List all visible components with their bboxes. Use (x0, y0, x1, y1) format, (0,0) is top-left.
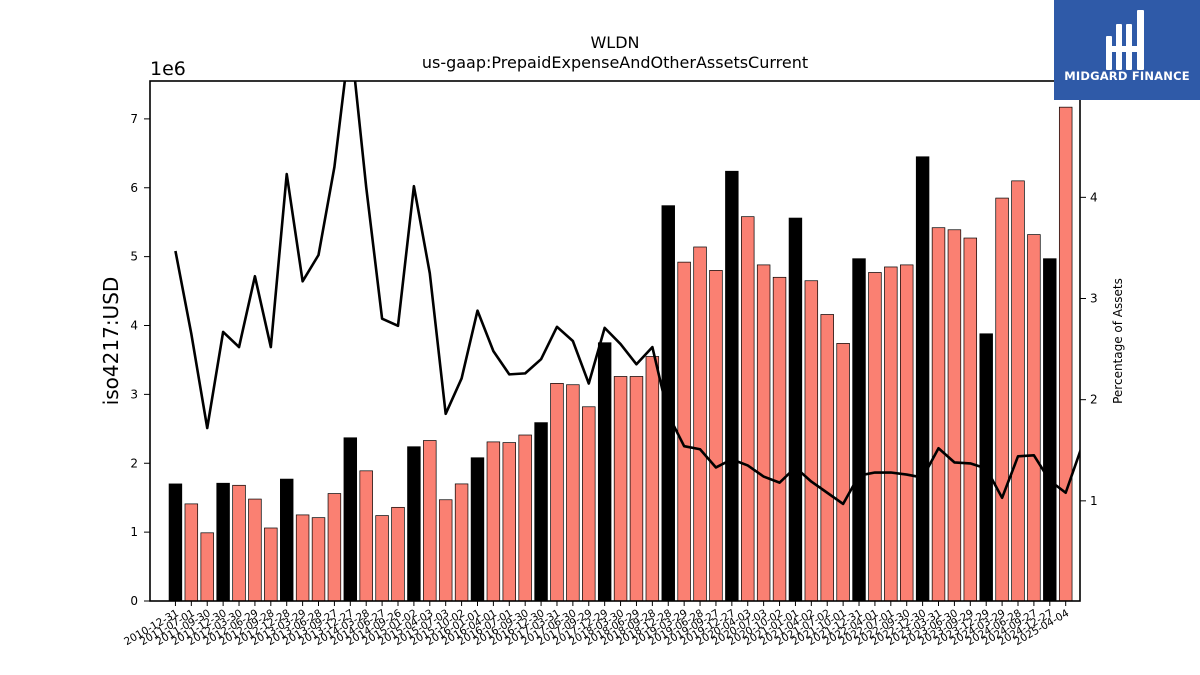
bar-2020-04-03 (741, 216, 755, 602)
bar-2019-09-27 (709, 270, 723, 602)
bar-2017-06-30 (566, 384, 580, 602)
bar-2018-06-29 (629, 376, 644, 602)
pct-line (174, 81, 1080, 506)
y-tick-label: 5 (130, 250, 138, 264)
bar-2017-09-29 (582, 406, 596, 602)
bar-2019-12-27 (725, 170, 739, 602)
y-tick-label: 3 (130, 387, 138, 401)
y-tick-label: 4 (130, 319, 138, 333)
bar-2019-03-29 (677, 261, 691, 602)
bar-2022-12-30 (915, 156, 930, 602)
bar-2015-04-03 (423, 440, 437, 602)
y-tick-label: 2 (130, 456, 138, 470)
bar-2014-06-27 (375, 515, 389, 602)
bar-2012-09-28 (264, 527, 278, 602)
bar-2016-01-01 (470, 457, 485, 602)
y-tick-label: 1 (130, 525, 138, 539)
plot-frame (149, 80, 1081, 602)
chart-title: WLDN (590, 33, 639, 52)
bar-2012-03-30 (232, 484, 246, 602)
bar-2024-12-27 (1043, 258, 1057, 602)
bar-2014-09-26 (391, 506, 405, 602)
logo-mark-icon (1106, 10, 1144, 70)
bar-2021-04-02 (804, 280, 819, 602)
y-tick-label: 6 (130, 181, 138, 195)
midgard-finance-logo: MIDGARD FINANCE (1054, 0, 1200, 100)
bar-2012-06-29 (248, 498, 262, 602)
bar-2022-07-01 (884, 266, 898, 602)
bar-2022-04-01 (868, 272, 882, 602)
y-axis-label: iso4217:USD (99, 277, 123, 406)
y-tick-label: 7 (130, 112, 138, 126)
bar-2021-01-01 (788, 217, 803, 602)
y-right-tick-label: 3 (1090, 292, 1098, 306)
bar-2020-10-02 (772, 276, 787, 602)
bar-2023-03-31 (931, 227, 946, 602)
bar-2013-09-27 (327, 493, 342, 602)
bar-2024-03-29 (995, 197, 1009, 602)
bar-2013-12-27 (343, 437, 358, 602)
bar-2019-06-28 (693, 246, 707, 602)
y-axis-right-label: Percentage of Assets (1111, 278, 1125, 404)
bar-2024-09-27 (1027, 234, 1041, 602)
bar-2015-07-03 (438, 499, 453, 602)
pct-of-assets-line (174, 81, 1080, 506)
bar-2014-03-28 (359, 470, 373, 602)
y-tick-label: 0 (130, 594, 138, 608)
bar-2012-12-28 (280, 478, 294, 602)
bar-2021-12-31 (852, 258, 866, 602)
bar-2011-12-30 (216, 482, 230, 602)
bar-2022-09-30 (900, 264, 914, 602)
logo-text: MIDGARD FINANCE (1064, 69, 1190, 83)
bar-2016-12-30 (534, 422, 548, 602)
bars (168, 106, 1073, 602)
bar-2023-06-30 (947, 229, 962, 602)
bar-2021-10-01 (836, 343, 850, 602)
bar-2013-06-28 (311, 517, 326, 602)
y-right-tick-label: 4 (1090, 190, 1098, 204)
bar-2017-03-31 (550, 383, 564, 602)
bar-2024-06-28 (1011, 180, 1025, 602)
y-right-tick-label: 1 (1090, 494, 1098, 508)
bar-2011-07-01 (184, 503, 199, 602)
bar-2017-12-29 (597, 342, 612, 602)
bar-2016-07-01 (502, 442, 516, 602)
bar-2020-07-03 (756, 264, 771, 602)
bar-2015-01-02 (407, 446, 421, 602)
bar-2025-04-04 (1058, 106, 1073, 602)
bar-2018-12-28 (661, 205, 675, 602)
bar-2023-09-29 (963, 237, 978, 602)
bar-2016-04-01 (486, 441, 501, 602)
bar-2011-09-30 (200, 532, 214, 602)
bar-2015-10-02 (454, 483, 469, 602)
y-offset-label: 1e6 (150, 58, 186, 80)
y-right-tick-label: 2 (1090, 393, 1098, 407)
bar-2018-09-28 (645, 356, 660, 602)
bar-2016-09-30 (518, 434, 532, 602)
bar-2010-12-31 (168, 483, 183, 602)
chart-subtitle: us-gaap:PrepaidExpenseAndOtherAssetsCurr… (422, 53, 808, 72)
bar-2013-03-29 (295, 514, 310, 602)
bar-2018-03-30 (613, 376, 628, 602)
bar-2021-07-02 (820, 314, 834, 602)
